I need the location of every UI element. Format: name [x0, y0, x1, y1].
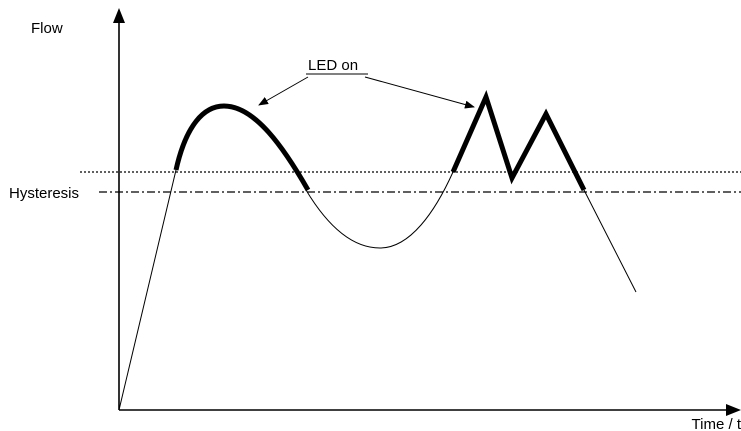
hysteresis-label: Hysteresis — [9, 185, 79, 202]
led-on-pointer-left — [258, 76, 309, 106]
x-axis-label: Time / t — [692, 416, 741, 431]
flow-curve — [118, 169, 637, 411]
led-on-segment-1 — [173, 103, 311, 192]
led-on-label: LED on — [308, 57, 358, 74]
y-axis-label: Flow — [31, 20, 63, 37]
y-axis-arrow — [113, 8, 125, 23]
led-on-segment-2 — [450, 89, 587, 192]
x-axis-arrow — [726, 404, 741, 416]
led-on-pointer-right — [364, 76, 475, 109]
